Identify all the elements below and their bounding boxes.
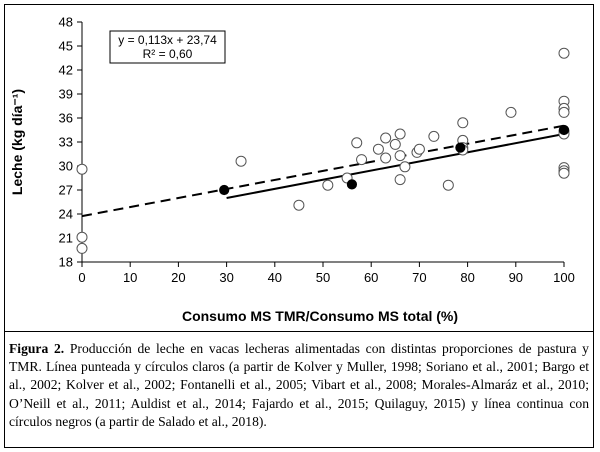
y-tick-label: 48 [59, 15, 73, 30]
open-data-point [558, 47, 570, 59]
open-data-point [293, 199, 305, 211]
open-data-point [399, 161, 411, 173]
figure-frame [4, 4, 594, 448]
open-data-point [356, 154, 368, 166]
open-data-point [389, 138, 401, 150]
open-data-point [235, 155, 247, 167]
data-points [76, 47, 570, 254]
y-tick-label: 21 [59, 231, 73, 246]
x-tick-label: 70 [412, 270, 426, 285]
x-axis-label: Consumo MS TMR/Consumo MS total (%) [182, 308, 458, 324]
scatter-chart: 18 21 24 27 30 33 36 39 42 45 48 0 10 20 30 40 50 60 70 80 9… [9, 15, 575, 325]
filled-data-point [346, 179, 358, 190]
open-data-point [505, 106, 517, 118]
y-tick-label: 27 [59, 183, 73, 198]
x-tick-label: 60 [364, 270, 378, 285]
y-tick-label: 36 [59, 111, 73, 126]
axes: 18 21 24 27 30 33 36 39 42 45 48 0 10 20 30 40 50 60 70 80 9… [59, 15, 575, 286]
open-data-point [372, 143, 384, 155]
open-data-point [322, 179, 334, 191]
open-data-point [457, 117, 469, 129]
x-tick-label: 40 [268, 270, 282, 285]
filled-data-point [219, 184, 230, 196]
caption-label: Figura 2. [9, 341, 65, 356]
open-data-point [428, 130, 440, 142]
figure-caption: Figura 2. Producción de leche en vacas l… [9, 340, 589, 431]
open-data-point [558, 106, 570, 118]
trend-lines [81, 124, 565, 218]
open-data-point [394, 174, 406, 186]
open-data-point [442, 179, 454, 191]
open-data-point [76, 163, 88, 175]
y-tick-label: 45 [59, 39, 73, 54]
y-tick-label: 24 [59, 207, 73, 222]
y-tick-label: 33 [59, 135, 73, 150]
open-data-point [76, 242, 88, 254]
open-data-point [394, 150, 406, 162]
r-squared-text: R² = 0,60 [143, 47, 193, 61]
x-tick-label: 0 [78, 270, 85, 285]
open-data-point [394, 128, 406, 140]
dashed-trend-line [81, 124, 565, 218]
x-tick-label: 30 [219, 270, 233, 285]
caption-text: Producción de leche en vacas lecheras al… [9, 341, 589, 429]
y-tick-label: 39 [59, 87, 73, 102]
caption-divider [4, 331, 594, 332]
x-tick-label: 50 [316, 270, 330, 285]
x-tick-label: 80 [460, 270, 474, 285]
y-tick-label: 30 [59, 159, 73, 174]
open-data-point [351, 137, 363, 149]
equation-box: y = 0,113x + 23,74 R² = 0,60 [109, 30, 226, 64]
open-data-point [380, 132, 392, 144]
x-tick-label: 20 [171, 270, 185, 285]
equation-text: y = 0,113x + 23,74 [118, 33, 217, 47]
open-data-point [380, 152, 392, 164]
filled-data-point [455, 142, 466, 153]
solid-trend-line [226, 133, 565, 199]
x-tick-label: 10 [123, 270, 137, 285]
equation-frame [109, 30, 226, 64]
y-tick-label: 42 [59, 63, 73, 78]
y-axis-label: Leche (kg día⁻¹) [9, 89, 25, 195]
x-tick-label: 100 [553, 270, 575, 285]
y-tick-label: 18 [59, 255, 73, 270]
x-tick-label: 90 [509, 270, 523, 285]
open-data-point [413, 143, 425, 155]
open-data-point [558, 167, 570, 179]
open-data-point [76, 231, 88, 243]
filled-data-point [558, 124, 570, 136]
